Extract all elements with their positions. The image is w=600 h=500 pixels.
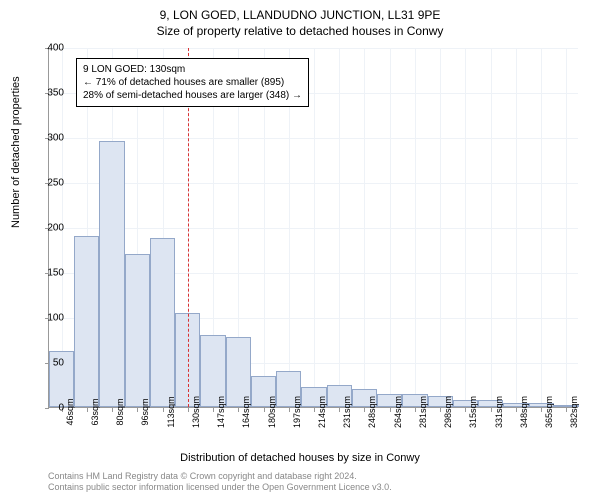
histogram-bar [74,236,99,407]
x-tick-label: 348sqm [519,396,529,428]
annotation-line1: 9 LON GOED: 130sqm [83,63,302,76]
x-tick-mark [390,408,391,412]
x-tick-mark [541,408,542,412]
y-axis-label: Number of detached properties [10,76,22,228]
y-tick-label: 150 [34,268,64,279]
y-tick-label: 50 [34,358,64,369]
grid-vline [314,48,315,407]
x-tick-label: 96sqm [140,398,150,425]
grid-vline [390,48,391,407]
annotation-line2: ← 71% of detached houses are smaller (89… [83,76,302,89]
histogram-bar [125,254,150,407]
x-tick-label: 248sqm [367,396,377,428]
histogram-bar [99,141,124,407]
x-tick-label: 281sqm [418,396,428,428]
grid-vline [465,48,466,407]
x-tick-label: 331sqm [494,396,504,428]
x-tick-mark [516,408,517,412]
grid-vline [415,48,416,407]
x-tick-mark [440,408,441,412]
x-tick-mark [188,408,189,412]
grid-vline [339,48,340,407]
x-tick-label: 113sqm [166,396,176,427]
x-tick-label: 147sqm [216,396,226,428]
y-tick-label: 100 [34,313,64,324]
x-tick-mark [415,408,416,412]
y-tick-label: 300 [34,133,64,144]
x-tick-label: 164sqm [241,396,251,428]
x-axis-label: Distribution of detached houses by size … [0,452,600,464]
footer-line1: Contains HM Land Registry data © Crown c… [48,471,392,483]
grid-vline [516,48,517,407]
x-tick-mark [87,408,88,412]
y-tick-label: 400 [34,43,64,54]
x-tick-label: 382sqm [569,396,579,428]
histogram-bar [150,238,175,407]
grid-vline [541,48,542,407]
y-tick-label: 250 [34,178,64,189]
annotation-line3: 28% of semi-detached houses are larger (… [83,89,302,102]
x-tick-label: 365sqm [544,396,554,428]
x-tick-label: 63sqm [90,398,100,425]
x-tick-mark [137,408,138,412]
y-tick-label: 0 [34,403,64,414]
x-tick-label: 231sqm [342,396,352,428]
x-tick-label: 46sqm [65,398,75,425]
x-tick-mark [465,408,466,412]
grid-vline [491,48,492,407]
title-main: 9, LON GOED, LLANDUDNO JUNCTION, LL31 9P… [0,0,600,22]
x-tick-label: 298sqm [443,396,453,428]
x-tick-label: 180sqm [267,396,277,428]
x-tick-mark [112,408,113,412]
title-sub: Size of property relative to detached ho… [0,22,600,38]
y-tick-label: 350 [34,88,64,99]
x-tick-mark [289,408,290,412]
x-tick-mark [339,408,340,412]
x-tick-mark [238,408,239,412]
grid-vline [364,48,365,407]
footer-line2: Contains public sector information licen… [48,482,392,494]
x-tick-mark [491,408,492,412]
x-tick-mark [213,408,214,412]
annotation-box: 9 LON GOED: 130sqm ← 71% of detached hou… [76,58,309,107]
x-tick-label: 197sqm [292,396,302,428]
x-tick-mark [364,408,365,412]
x-tick-mark [566,408,567,412]
y-tick-label: 200 [34,223,64,234]
grid-vline [440,48,441,407]
x-tick-label: 214sqm [317,396,327,428]
x-tick-label: 264sqm [393,396,403,428]
grid-vline [566,48,567,407]
x-tick-mark [264,408,265,412]
x-tick-label: 315sqm [468,396,478,428]
footer: Contains HM Land Registry data © Crown c… [48,471,392,494]
x-tick-mark [314,408,315,412]
x-tick-mark [163,408,164,412]
chart-area: 46sqm63sqm80sqm96sqm113sqm130sqm147sqm16… [48,48,578,408]
x-tick-label: 80sqm [115,398,125,425]
x-tick-label: 130sqm [191,396,201,428]
